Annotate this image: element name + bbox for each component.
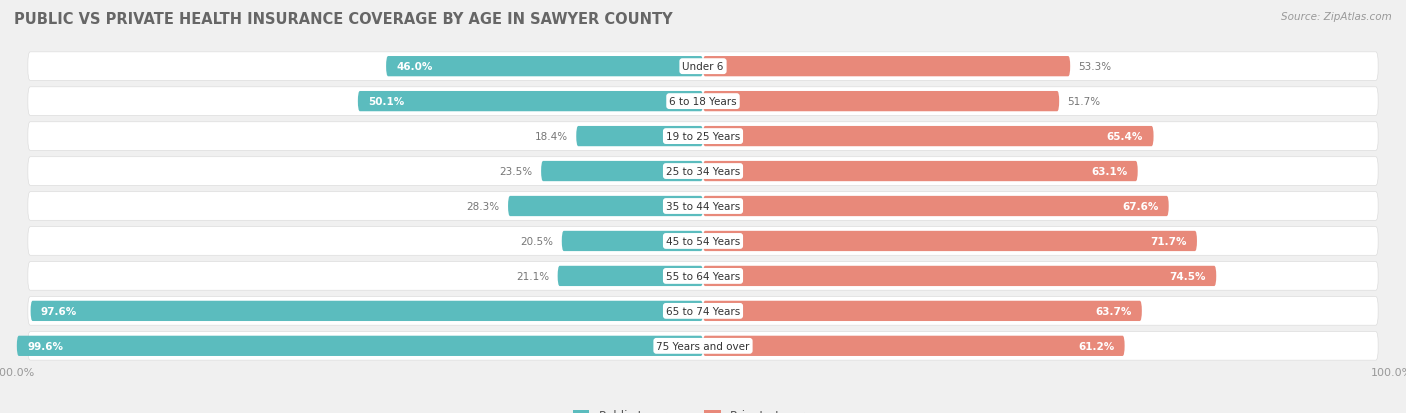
FancyBboxPatch shape <box>703 161 1137 182</box>
FancyBboxPatch shape <box>31 301 703 321</box>
Text: 74.5%: 74.5% <box>1170 271 1206 281</box>
FancyBboxPatch shape <box>703 266 1216 286</box>
Text: 19 to 25 Years: 19 to 25 Years <box>666 132 740 142</box>
Text: 6 to 18 Years: 6 to 18 Years <box>669 97 737 107</box>
Text: 75 Years and over: 75 Years and over <box>657 341 749 351</box>
FancyBboxPatch shape <box>703 301 1142 321</box>
Text: 63.7%: 63.7% <box>1095 306 1132 316</box>
FancyBboxPatch shape <box>558 266 703 286</box>
Text: 28.3%: 28.3% <box>467 202 499 211</box>
FancyBboxPatch shape <box>562 231 703 252</box>
FancyBboxPatch shape <box>387 57 703 77</box>
FancyBboxPatch shape <box>508 197 703 216</box>
Text: 20.5%: 20.5% <box>520 236 554 247</box>
Text: 71.7%: 71.7% <box>1150 236 1187 247</box>
FancyBboxPatch shape <box>703 92 1059 112</box>
Text: 46.0%: 46.0% <box>396 62 433 72</box>
Text: 50.1%: 50.1% <box>368 97 405 107</box>
FancyBboxPatch shape <box>359 92 703 112</box>
Text: 51.7%: 51.7% <box>1067 97 1101 107</box>
FancyBboxPatch shape <box>28 297 1378 325</box>
FancyBboxPatch shape <box>703 197 1168 216</box>
FancyBboxPatch shape <box>28 122 1378 151</box>
FancyBboxPatch shape <box>28 192 1378 221</box>
FancyBboxPatch shape <box>28 262 1378 291</box>
FancyBboxPatch shape <box>703 57 1070 77</box>
FancyBboxPatch shape <box>17 336 703 356</box>
Text: 25 to 34 Years: 25 to 34 Years <box>666 166 740 177</box>
Text: 99.6%: 99.6% <box>27 341 63 351</box>
FancyBboxPatch shape <box>28 227 1378 256</box>
Text: 18.4%: 18.4% <box>534 132 568 142</box>
Text: 35 to 44 Years: 35 to 44 Years <box>666 202 740 211</box>
Text: 67.6%: 67.6% <box>1122 202 1159 211</box>
FancyBboxPatch shape <box>28 88 1378 116</box>
FancyBboxPatch shape <box>703 231 1197 252</box>
FancyBboxPatch shape <box>576 127 703 147</box>
Text: 61.2%: 61.2% <box>1078 341 1115 351</box>
Text: PUBLIC VS PRIVATE HEALTH INSURANCE COVERAGE BY AGE IN SAWYER COUNTY: PUBLIC VS PRIVATE HEALTH INSURANCE COVER… <box>14 12 672 27</box>
Text: 65 to 74 Years: 65 to 74 Years <box>666 306 740 316</box>
FancyBboxPatch shape <box>28 332 1378 360</box>
Text: 63.1%: 63.1% <box>1091 166 1128 177</box>
Text: 45 to 54 Years: 45 to 54 Years <box>666 236 740 247</box>
Text: 65.4%: 65.4% <box>1107 132 1143 142</box>
FancyBboxPatch shape <box>28 53 1378 81</box>
FancyBboxPatch shape <box>703 336 1125 356</box>
Legend: Public Insurance, Private Insurance: Public Insurance, Private Insurance <box>568 404 838 413</box>
FancyBboxPatch shape <box>28 157 1378 186</box>
FancyBboxPatch shape <box>703 127 1153 147</box>
Text: 21.1%: 21.1% <box>516 271 550 281</box>
Text: 53.3%: 53.3% <box>1078 62 1112 72</box>
Text: Source: ZipAtlas.com: Source: ZipAtlas.com <box>1281 12 1392 22</box>
FancyBboxPatch shape <box>541 161 703 182</box>
Text: Under 6: Under 6 <box>682 62 724 72</box>
Text: 97.6%: 97.6% <box>41 306 77 316</box>
Text: 55 to 64 Years: 55 to 64 Years <box>666 271 740 281</box>
Text: 23.5%: 23.5% <box>499 166 533 177</box>
